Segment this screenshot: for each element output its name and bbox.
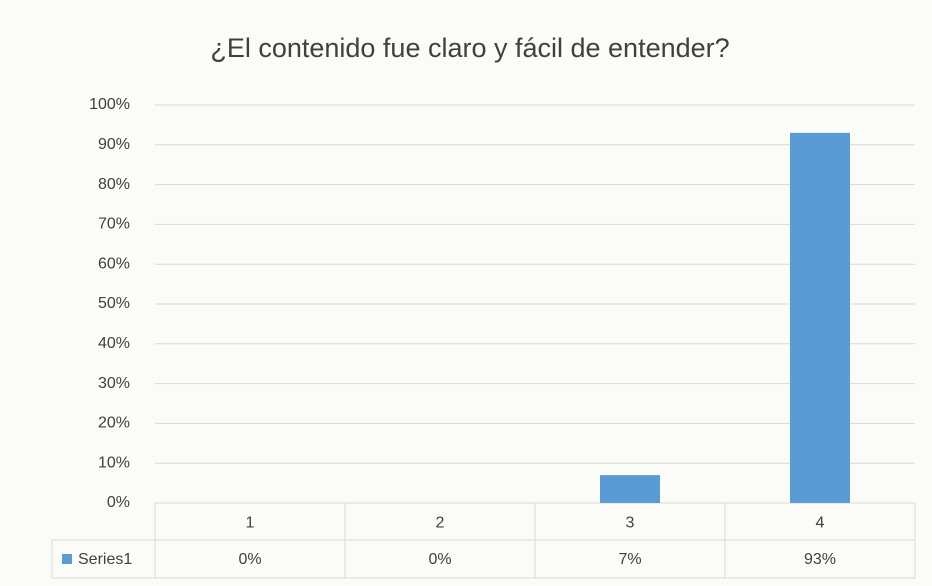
data-table-value: 93% bbox=[804, 551, 836, 568]
y-tick-label: 80% bbox=[98, 176, 130, 193]
x-tick-label: 3 bbox=[626, 515, 635, 532]
data-table-value: 7% bbox=[618, 551, 641, 568]
bar bbox=[790, 132, 850, 504]
x-tick-label: 2 bbox=[436, 515, 445, 532]
legend-swatch bbox=[62, 554, 72, 564]
y-tick-label: 60% bbox=[98, 255, 130, 272]
data-table-value: 0% bbox=[428, 551, 451, 568]
bar bbox=[600, 475, 660, 503]
x-tick-label: 4 bbox=[816, 515, 825, 532]
y-tick-label: 20% bbox=[98, 415, 130, 432]
y-tick-label: 30% bbox=[98, 375, 130, 392]
y-tick-label: 40% bbox=[98, 335, 130, 352]
y-tick-label: 90% bbox=[98, 136, 130, 153]
y-tick-label: 50% bbox=[98, 295, 130, 312]
chart-title: ¿El contenido fue claro y fácil de enten… bbox=[210, 33, 729, 63]
y-tick-label: 100% bbox=[89, 96, 130, 113]
y-tick-label: 10% bbox=[98, 454, 130, 471]
legend-label: Series1 bbox=[78, 551, 132, 568]
x-tick-label: 1 bbox=[246, 515, 255, 532]
y-tick-label: 0% bbox=[107, 494, 130, 511]
y-tick-label: 70% bbox=[98, 216, 130, 233]
data-table-value: 0% bbox=[238, 551, 261, 568]
